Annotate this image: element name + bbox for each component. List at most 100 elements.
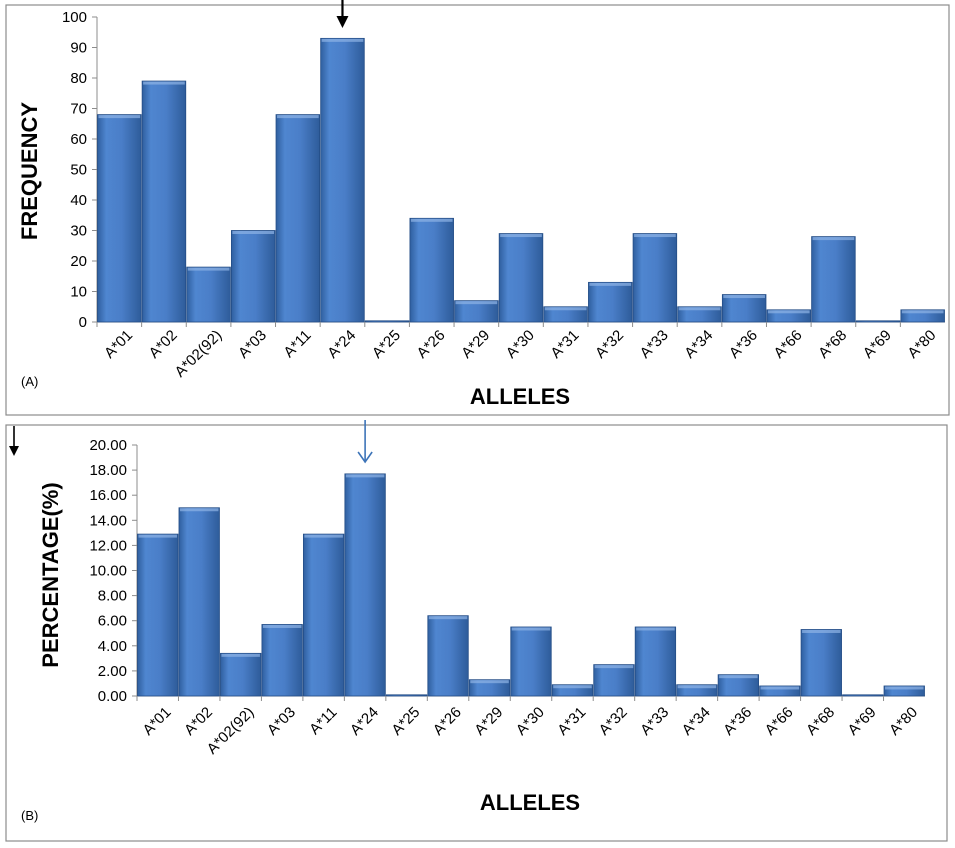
bar bbox=[385, 694, 428, 697]
bar bbox=[186, 266, 231, 323]
bar-highlight bbox=[901, 310, 944, 314]
y-tick-label: 90 bbox=[70, 40, 87, 57]
bar-highlight bbox=[511, 627, 551, 631]
y-tick-label: 30 bbox=[70, 223, 87, 240]
bar bbox=[842, 694, 884, 697]
panel-b-x-axis-title: ALLELES bbox=[480, 790, 580, 815]
bar bbox=[141, 80, 187, 323]
bar-highlight bbox=[885, 686, 924, 690]
y-tick-label: 10 bbox=[70, 284, 87, 301]
panel-a-label: (A) bbox=[21, 374, 38, 389]
bar bbox=[800, 629, 842, 697]
bar-highlight bbox=[677, 685, 717, 689]
bar-highlight bbox=[410, 218, 453, 222]
bar bbox=[855, 320, 901, 323]
bar bbox=[364, 320, 410, 323]
y-tick-label: 60 bbox=[70, 131, 87, 148]
bar bbox=[588, 281, 633, 323]
bar-highlight bbox=[589, 282, 632, 286]
y-tick-label: 100 bbox=[62, 9, 87, 26]
highlight-arrow-icon bbox=[357, 420, 373, 464]
bar bbox=[634, 626, 677, 697]
bar-highlight bbox=[187, 267, 230, 271]
y-tick-label: 2.00 bbox=[98, 663, 127, 680]
bar-highlight bbox=[345, 474, 385, 478]
y-tick-label: 4.00 bbox=[98, 638, 127, 655]
bar-highlight bbox=[802, 629, 841, 633]
y-tick-label: 70 bbox=[70, 101, 87, 118]
bar bbox=[551, 684, 594, 697]
bar bbox=[320, 37, 365, 323]
bar bbox=[717, 674, 760, 697]
bar bbox=[593, 664, 635, 697]
bar bbox=[261, 624, 303, 697]
bar-highlight bbox=[98, 115, 141, 119]
y-tick-label: 0.00 bbox=[98, 688, 127, 705]
bar bbox=[510, 626, 552, 697]
y-tick-label: 40 bbox=[70, 192, 87, 209]
bar bbox=[97, 114, 142, 323]
bar bbox=[344, 473, 386, 697]
panel-b-y-axis-title: PERCENTAGE(%) bbox=[38, 482, 63, 667]
y-tick-label: 8.00 bbox=[98, 588, 127, 605]
bar-highlight bbox=[262, 624, 302, 628]
bar bbox=[230, 230, 276, 323]
bar-highlight bbox=[321, 38, 364, 42]
bar bbox=[498, 233, 544, 323]
bar bbox=[275, 114, 321, 323]
bar-highlight bbox=[544, 307, 587, 311]
bar bbox=[137, 533, 179, 697]
bar bbox=[759, 685, 801, 697]
bar-highlight bbox=[634, 234, 676, 238]
bar bbox=[178, 507, 220, 697]
bar bbox=[468, 679, 511, 697]
bar-highlight bbox=[470, 680, 509, 684]
y-tick-label: 80 bbox=[70, 70, 87, 87]
bar bbox=[302, 533, 345, 697]
panel-a-y-axis-title: FREQUENCY bbox=[17, 102, 42, 240]
bar bbox=[454, 300, 499, 323]
bar-highlight bbox=[455, 301, 498, 305]
bar bbox=[632, 233, 678, 323]
y-tick-label: 12.00 bbox=[89, 537, 127, 554]
bar bbox=[409, 217, 454, 323]
bar bbox=[676, 684, 718, 697]
bar-highlight bbox=[138, 534, 177, 538]
y-tick-label: 16.00 bbox=[89, 487, 127, 504]
bar-highlight bbox=[678, 307, 721, 311]
y-tick-label: 10.00 bbox=[89, 563, 127, 580]
bar-highlight bbox=[553, 685, 592, 689]
bar-highlight bbox=[428, 616, 468, 620]
bar-highlight bbox=[767, 310, 810, 314]
y-tick-label: 6.00 bbox=[98, 613, 127, 630]
bar bbox=[220, 652, 262, 697]
bar-highlight bbox=[760, 686, 800, 690]
bar-highlight bbox=[723, 295, 765, 299]
y-tick-label: 20 bbox=[70, 253, 87, 270]
bar bbox=[677, 306, 722, 323]
bar-highlight bbox=[636, 627, 675, 631]
panel-b: 0.00 2.00 4.00 6.00 8.00 10.00 12.00 14.00 16.00… bbox=[89, 420, 925, 758]
bar-highlight bbox=[719, 675, 758, 679]
bar bbox=[883, 685, 925, 697]
y-tick-label: 18.00 bbox=[89, 462, 127, 479]
corner-arrow-icon bbox=[9, 426, 19, 456]
panel-b-label: (B) bbox=[21, 808, 38, 823]
y-tick-label: 14.00 bbox=[89, 512, 127, 529]
bar bbox=[427, 615, 469, 697]
bar-highlight bbox=[232, 231, 275, 234]
bar-highlight bbox=[304, 534, 343, 538]
highlight-arrow-icon bbox=[336, 0, 349, 28]
bar-highlight bbox=[277, 115, 319, 119]
bar-highlight bbox=[143, 81, 185, 85]
y-tick-label: 20.00 bbox=[89, 437, 127, 454]
bar bbox=[543, 306, 588, 323]
bar bbox=[811, 236, 856, 323]
panel-a-x-axis-title: ALLELES bbox=[470, 384, 570, 409]
bar bbox=[721, 294, 767, 323]
y-tick-label: 50 bbox=[70, 162, 87, 179]
bar-highlight bbox=[500, 234, 542, 238]
y-tick-label: 0 bbox=[79, 314, 87, 331]
bar-highlight bbox=[179, 508, 219, 512]
